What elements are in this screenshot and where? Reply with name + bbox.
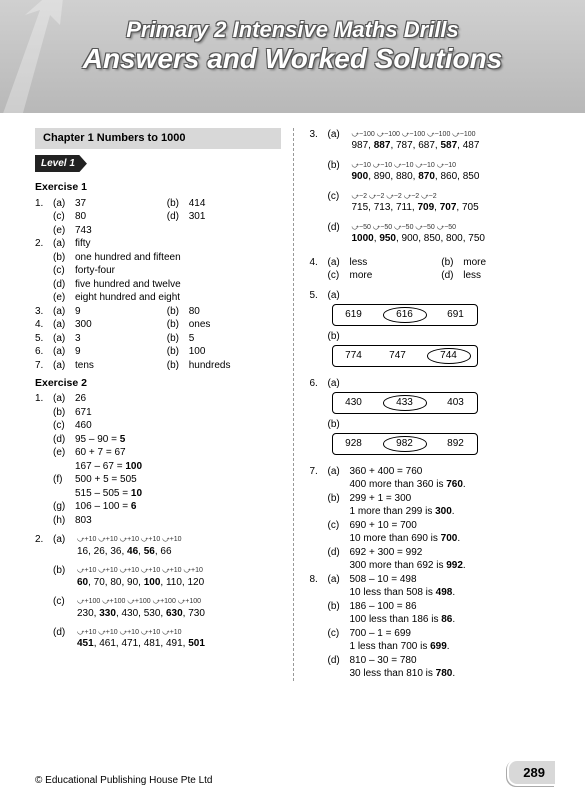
- number-box: 774747744: [332, 345, 478, 367]
- header-band: Primary 2 Intensive Maths Drills Answers…: [0, 0, 585, 113]
- answer-row: 5.(a)3(b)5: [35, 332, 281, 346]
- worked-result: 400 more than 360 is 760.: [310, 478, 556, 492]
- question-3: 3.(a)⤻−100 ⤻−100 ⤻−100 ⤻−100 ⤻−100987, 8…: [310, 128, 556, 252]
- exercise-2-q1: 1.(a)26(b)671(c)460(d)95 – 90 = 5(e)60 +…: [35, 392, 281, 527]
- answer-row: (c)460: [35, 419, 281, 433]
- page-number: 289: [507, 759, 555, 786]
- answer-row: (b)671: [35, 406, 281, 420]
- sequence-row: (b)⤻+10 ⤻+10 ⤻+10 ⤻+10 ⤻+10 ⤻+1060, 70, …: [35, 564, 281, 595]
- answer-row: 7.(a)tens(b)hundreds: [35, 359, 281, 373]
- worked-row: (b)186 – 100 = 86: [310, 600, 556, 614]
- chapter-heading: Chapter 1 Numbers to 1000: [35, 128, 281, 149]
- sequence-row: (d)⤻−50 ⤻−50 ⤻−50 ⤻−50 ⤻−501000, 950, 90…: [310, 221, 556, 252]
- worked-row: 8.(a)508 – 10 = 498: [310, 573, 556, 587]
- worked-result: 1 more than 299 is 300.: [310, 505, 556, 519]
- exercise-2-q2: 2.(a)⤻+10 ⤻+10 ⤻+10 ⤻+10 ⤻+1016, 26, 36,…: [35, 533, 281, 657]
- oval-row: (b): [310, 330, 556, 344]
- content-area: Chapter 1 Numbers to 1000 Level 1 Exerci…: [0, 113, 585, 681]
- worked-result: 10 more than 690 is 700.: [310, 532, 556, 546]
- oval-row: 6.(a): [310, 377, 556, 391]
- question-7: 7.(a)360 + 400 = 760400 more than 360 is…: [310, 465, 556, 573]
- answer-row: 1.(a)26: [35, 392, 281, 406]
- question-4: 4.(a)less(b)more(c)more(d)less: [310, 256, 556, 283]
- answer-row: (g)106 – 100 = 6: [35, 500, 281, 514]
- worked-row: (c)700 – 1 = 699: [310, 627, 556, 641]
- answer-row: 4.(a)300(b)ones: [35, 318, 281, 332]
- exercise-1-title: Exercise 1: [35, 180, 281, 194]
- worked-row: (d)810 – 30 = 780: [310, 654, 556, 668]
- answer-row: 6.(a)9(b)100: [35, 345, 281, 359]
- worked-row: (d)692 + 300 = 992: [310, 546, 556, 560]
- question-6: 6.(a)430433403 (b)928982892: [310, 377, 556, 459]
- sequence-row: (c)⤻+100 ⤻+100 ⤻+100 ⤻+100 ⤻+100230, 330…: [35, 595, 281, 626]
- sequence-row: (c)⤻−2 ⤻−2 ⤻−2 ⤻−2 ⤻−2715, 713, 711, 709…: [310, 190, 556, 221]
- sequence-row: 3.(a)⤻−100 ⤻−100 ⤻−100 ⤻−100 ⤻−100987, 8…: [310, 128, 556, 159]
- answer-row: (e)60 + 7 = 67: [35, 446, 281, 460]
- worked-row: (c)690 + 10 = 700: [310, 519, 556, 533]
- oval-row: 5.(a): [310, 289, 556, 303]
- answer-row: 3.(a)9(b)80: [35, 305, 281, 319]
- worked-row: 7.(a)360 + 400 = 760: [310, 465, 556, 479]
- left-column: Chapter 1 Numbers to 1000 Level 1 Exerci…: [35, 128, 293, 681]
- question-8: 8.(a)508 – 10 = 49810 less than 508 is 4…: [310, 573, 556, 681]
- number-box: 928982892: [332, 433, 478, 455]
- answer-row: (h)803: [35, 514, 281, 528]
- answer-row: (f)500 + 5 = 505: [35, 473, 281, 487]
- answer-row: 515 – 505 = 10: [35, 487, 281, 501]
- oval-row: (b): [310, 418, 556, 432]
- exercise-1-block: 1.(a)37(b)414(c)80(d)301(e)7432.(a)fifty…: [35, 197, 281, 373]
- worked-result: 1 less than 700 is 699.: [310, 640, 556, 654]
- sequence-row: (d)⤻+10 ⤻+10 ⤻+10 ⤻+10 ⤻+10451, 461, 471…: [35, 626, 281, 657]
- number-box: 619616691: [332, 304, 478, 326]
- answer-row: 167 – 67 = 100: [35, 460, 281, 474]
- worked-result: 100 less than 186 is 86.: [310, 613, 556, 627]
- worked-row: (b)299 + 1 = 300: [310, 492, 556, 506]
- answer-row: (d)95 – 90 = 5: [35, 433, 281, 447]
- number-box: 430433403: [332, 392, 478, 414]
- exercise-2-title: Exercise 2: [35, 376, 281, 390]
- sequence-row: (b)⤻−10 ⤻−10 ⤻−10 ⤻−10 ⤻−10900, 890, 880…: [310, 159, 556, 190]
- worked-result: 30 less than 810 is 780.: [310, 667, 556, 681]
- worked-result: 300 more than 692 is 992.: [310, 559, 556, 573]
- copyright-text: © Educational Publishing House Pte Ltd: [35, 775, 212, 786]
- sequence-row: 2.(a)⤻+10 ⤻+10 ⤻+10 ⤻+10 ⤻+1016, 26, 36,…: [35, 533, 281, 564]
- footer: © Educational Publishing House Pte Ltd 2…: [35, 759, 555, 786]
- question-5: 5.(a)619616691 (b)774747744: [310, 289, 556, 371]
- level-flag: Level 1: [35, 155, 87, 173]
- right-column: 3.(a)⤻−100 ⤻−100 ⤻−100 ⤻−100 ⤻−100987, 8…: [293, 128, 556, 681]
- worked-result: 10 less than 508 is 498.: [310, 586, 556, 600]
